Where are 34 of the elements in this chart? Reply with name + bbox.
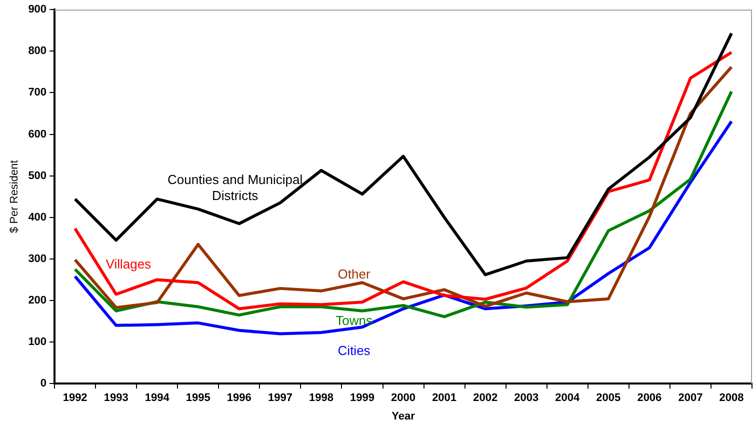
x-tick-label: 2008 bbox=[719, 392, 744, 404]
x-tick-label: 2001 bbox=[432, 392, 457, 404]
series-label: Villages bbox=[106, 256, 152, 272]
y-tick-label: 600 bbox=[28, 128, 47, 140]
x-tick-label: 1993 bbox=[104, 392, 128, 404]
y-tick-label: 200 bbox=[28, 294, 47, 307]
y-tick-label: 0 bbox=[40, 378, 47, 390]
x-tick-label: 2007 bbox=[678, 392, 703, 404]
x-tick-label: 2006 bbox=[637, 392, 662, 404]
x-tick-label: 1995 bbox=[186, 392, 210, 404]
y-tick-label: 700 bbox=[28, 86, 47, 99]
x-tick-label: 1996 bbox=[226, 392, 252, 404]
x-tick-label: 1997 bbox=[268, 392, 292, 404]
y-tick-label: 800 bbox=[28, 45, 47, 58]
series-label: Other bbox=[338, 266, 371, 282]
x-tick-label: 2004 bbox=[555, 392, 580, 404]
x-tick-label: 1992 bbox=[62, 392, 88, 404]
x-tick-label: 2003 bbox=[514, 392, 539, 404]
x-tick-label: 1998 bbox=[308, 392, 334, 404]
x-tick-label: 2002 bbox=[473, 392, 498, 404]
x-tick-label: 1994 bbox=[144, 392, 170, 404]
y-tick-label: 400 bbox=[28, 211, 47, 224]
x-tick-label: 2005 bbox=[596, 392, 621, 404]
y-tick-label: 300 bbox=[28, 252, 47, 265]
series-label: Cities bbox=[338, 342, 371, 358]
y-tick-label: 900 bbox=[28, 4, 47, 16]
y-axis-title: $ Per Resident bbox=[8, 160, 21, 233]
x-axis-title: Year bbox=[392, 410, 416, 422]
y-tick-label: 100 bbox=[28, 336, 47, 348]
series-label: Towns bbox=[336, 312, 373, 328]
x-tick-label: 1999 bbox=[350, 392, 374, 404]
x-tick-label: 2000 bbox=[391, 392, 416, 404]
y-tick-label: 500 bbox=[28, 170, 47, 182]
series-label: Counties and Municipal Districts bbox=[168, 172, 303, 203]
